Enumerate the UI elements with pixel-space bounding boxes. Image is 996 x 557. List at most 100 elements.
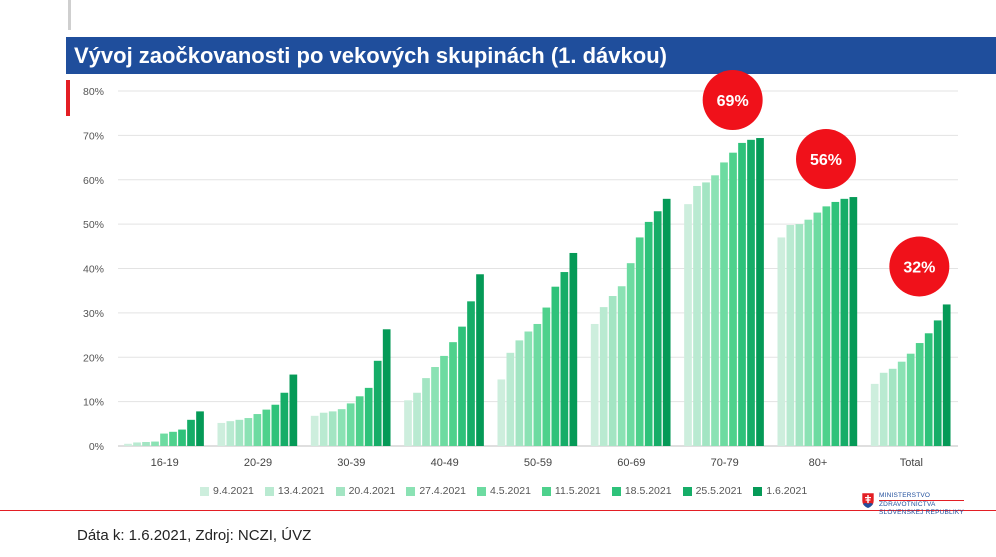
- annotation-label: 69%: [717, 93, 749, 110]
- x-tick-label: 50-59: [524, 457, 552, 469]
- bar: [870, 383, 879, 446]
- x-tick-label: 40-49: [431, 457, 459, 469]
- bar: [328, 411, 337, 446]
- bar: [271, 404, 280, 446]
- bar: [720, 162, 728, 446]
- ministry-logo: MINISTERSTVO ZDRAVOTNÍCTVA SLOVENSKEJ RE…: [861, 492, 991, 528]
- bar: [822, 206, 831, 446]
- bar: [684, 204, 692, 446]
- bar: [431, 367, 439, 446]
- left-rule: [68, 0, 71, 30]
- bar: [644, 221, 653, 446]
- bar: [289, 374, 298, 446]
- bar: [458, 326, 466, 446]
- bar: [262, 409, 271, 446]
- bar: [915, 343, 924, 446]
- legend-item: 25.5.2021: [682, 485, 743, 497]
- bar: [253, 414, 262, 446]
- y-tick-label: 60%: [83, 175, 104, 187]
- legend-item: 11.5.2021: [541, 485, 601, 497]
- bar: [888, 368, 897, 446]
- legend-item: 20.4.2021: [335, 485, 395, 497]
- legend-swatch: [406, 486, 416, 496]
- x-tick-label: 60-69: [617, 457, 645, 469]
- y-tick-label: 40%: [83, 264, 104, 276]
- bar: [151, 441, 159, 446]
- bar: [626, 263, 635, 446]
- bar: [590, 323, 599, 446]
- legend-label: 27.4.2021: [419, 485, 467, 497]
- bar: [786, 225, 795, 446]
- legend-item: 4.5.2021: [477, 485, 531, 497]
- bar: [702, 182, 710, 446]
- bar: [933, 320, 942, 446]
- legend-swatch: [477, 486, 487, 496]
- annotation-bubble: [796, 129, 856, 190]
- bar: [124, 443, 132, 446]
- bar: [777, 237, 786, 446]
- bar: [346, 403, 355, 446]
- bar: [364, 387, 373, 446]
- bar: [178, 429, 186, 446]
- chart-title: Vývoj zaočkovanosti po vekových skupinác…: [66, 37, 996, 74]
- legend-swatch: [335, 486, 345, 496]
- legend-swatch: [541, 486, 551, 496]
- bar: [515, 340, 524, 446]
- x-tick-label: 80+: [809, 457, 828, 469]
- bar: [840, 198, 849, 446]
- legend-label: 18.5.2021: [624, 485, 672, 497]
- x-tick-label: 70-79: [711, 457, 739, 469]
- bar: [337, 409, 346, 446]
- x-tick-label: 20-29: [244, 457, 272, 469]
- legend-label: 25.5.2021: [695, 485, 743, 497]
- bar: [506, 352, 515, 446]
- bar-chart: 0% 10% 20% 30% 40% 50% 60% 70% 80% 16-19 20-29 30-3…: [83, 70, 958, 469]
- bar: [551, 286, 560, 446]
- bar: [617, 286, 626, 446]
- bar: [662, 198, 671, 446]
- bar: [319, 412, 328, 446]
- legend-label: 11.5.2021: [554, 485, 601, 497]
- bar: [382, 329, 391, 446]
- bar: [729, 152, 737, 446]
- bar: [440, 355, 448, 446]
- ministry-line-3: SLOVENSKEJ REPUBLIKY: [879, 509, 964, 516]
- x-tick-label: 30-39: [337, 457, 365, 469]
- legend-swatch: [753, 486, 763, 496]
- bar: [244, 418, 253, 446]
- legend-label: 9.4.2021: [213, 485, 254, 497]
- bar: [635, 237, 644, 446]
- bar: [747, 139, 755, 446]
- bar: [217, 422, 226, 446]
- bar: [142, 442, 150, 446]
- bar: [608, 296, 617, 446]
- legend-item: 9.4.2021: [200, 485, 254, 497]
- y-tick-label: 20%: [83, 352, 104, 364]
- slovak-coat-of-arms-icon: [861, 492, 875, 509]
- bar: [310, 415, 319, 446]
- bar: [373, 360, 382, 446]
- ministry-line-2: ZDRAVOTNÍCTVA: [879, 500, 964, 509]
- bar: [756, 138, 764, 446]
- bar: [533, 323, 542, 446]
- bar: [497, 379, 506, 446]
- legend-label: 1.6.2021: [766, 485, 808, 497]
- annotation-label: 32%: [903, 259, 935, 276]
- bar: [413, 392, 421, 446]
- y-tick-label: 80%: [83, 86, 104, 98]
- bar: [467, 301, 475, 446]
- legend-item: 1.6.2021: [753, 485, 807, 497]
- bar: [693, 185, 701, 446]
- y-tick-label: 50%: [83, 219, 104, 231]
- bar: [560, 272, 569, 446]
- legend-item: 27.4.2021: [406, 485, 466, 497]
- bar: [133, 442, 141, 446]
- bar: [542, 307, 551, 446]
- x-tick-label: 16-19: [151, 457, 179, 469]
- footer-divider: [0, 510, 996, 511]
- bar: [160, 433, 168, 446]
- bar: [196, 411, 204, 446]
- annotation-bubble: [889, 236, 950, 297]
- bar: [422, 378, 430, 446]
- legend-swatch: [200, 486, 209, 496]
